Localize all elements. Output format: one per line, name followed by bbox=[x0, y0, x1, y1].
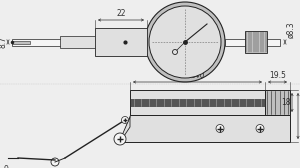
Bar bbox=[60, 36, 95, 48]
Text: 19.5: 19.5 bbox=[269, 71, 286, 80]
Circle shape bbox=[216, 124, 224, 133]
Bar bbox=[95, 28, 147, 56]
Bar bbox=[225, 38, 280, 46]
Polygon shape bbox=[120, 115, 290, 142]
Bar bbox=[12, 38, 145, 46]
Bar bbox=[245, 31, 267, 53]
Circle shape bbox=[149, 6, 221, 78]
Bar bbox=[265, 90, 290, 115]
Text: ø40: ø40 bbox=[190, 71, 205, 80]
Text: ø8.3: ø8.3 bbox=[286, 21, 295, 37]
Text: 27: 27 bbox=[299, 112, 300, 120]
Text: 8.7: 8.7 bbox=[0, 36, 7, 48]
Circle shape bbox=[256, 124, 264, 133]
Circle shape bbox=[114, 133, 126, 145]
Circle shape bbox=[145, 2, 225, 82]
Bar bbox=[130, 99, 265, 106]
Bar bbox=[130, 90, 265, 115]
Bar bbox=[12, 40, 30, 44]
Text: 18: 18 bbox=[281, 98, 291, 107]
Text: 22: 22 bbox=[116, 9, 126, 18]
Text: 9: 9 bbox=[4, 165, 9, 168]
Circle shape bbox=[122, 116, 128, 123]
Circle shape bbox=[51, 158, 59, 166]
Polygon shape bbox=[120, 117, 130, 142]
